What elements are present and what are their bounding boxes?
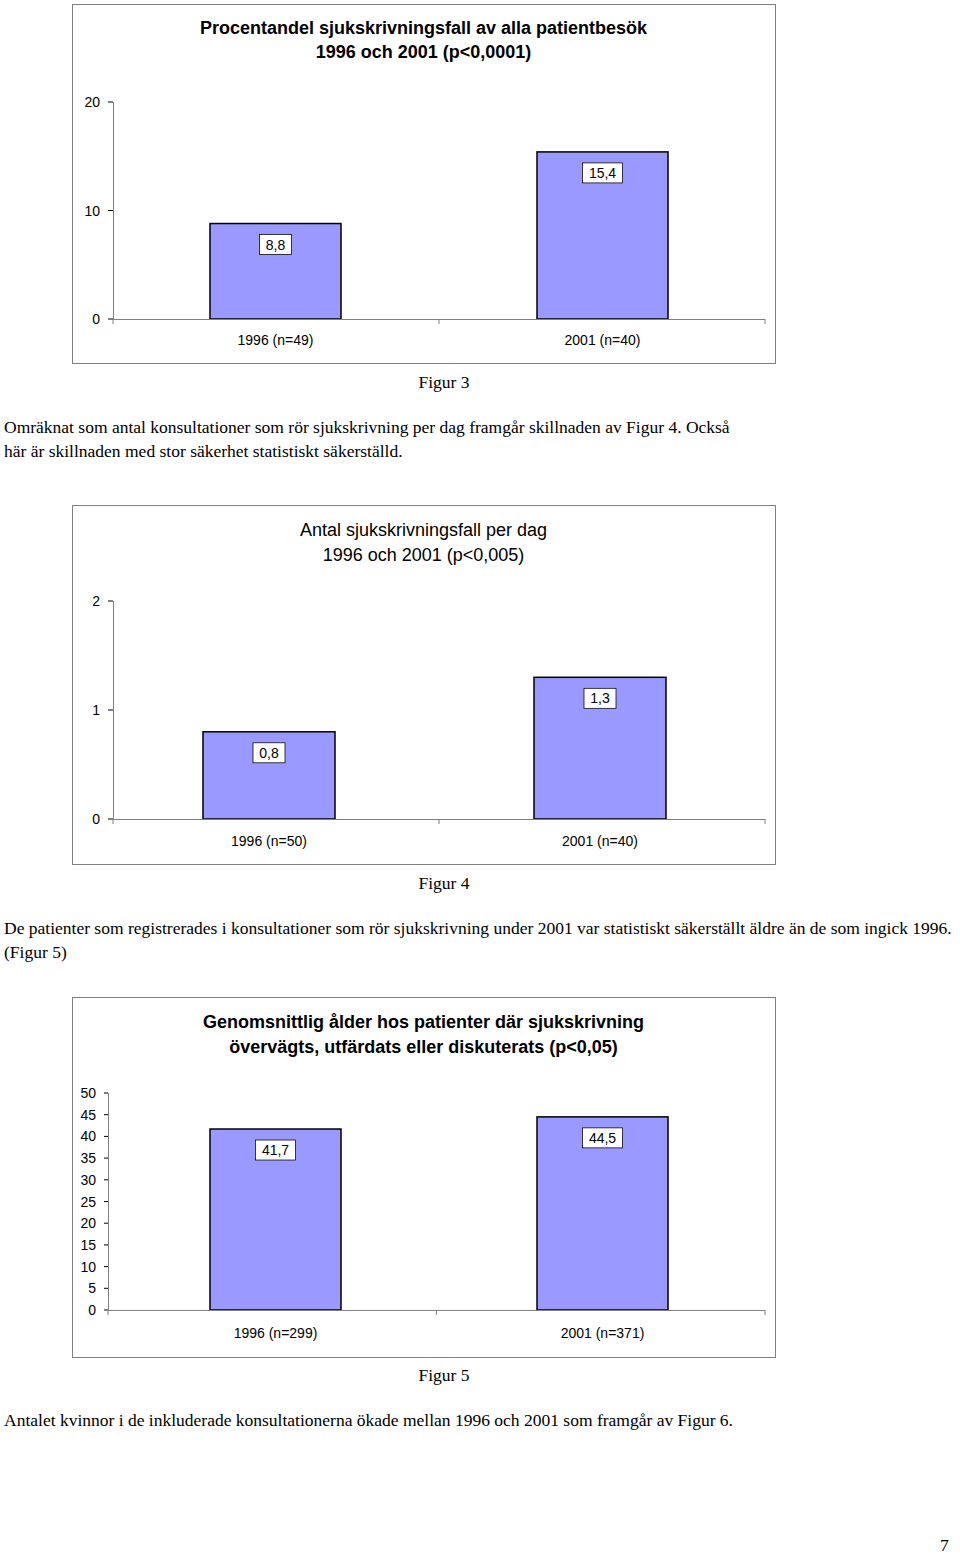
y-tick [104, 1093, 108, 1094]
y-tick [108, 819, 113, 820]
y-tick-label: 30 [80, 1172, 96, 1188]
y-tick-label: 10 [80, 1259, 96, 1275]
y-tick-label: 10 [84, 203, 100, 219]
y-axis [113, 601, 114, 819]
y-tick [104, 1244, 108, 1245]
page-charts: Procentandel sjukskrivningsfall av alla … [0, 0, 960, 1559]
y-tick [104, 1288, 108, 1289]
page-number: 7 [940, 1533, 949, 1557]
x-tick [113, 319, 114, 324]
bars [210, 1117, 668, 1310]
paragraph: Omräknat som antal konsultationer som rö… [4, 415, 749, 463]
bar [210, 1129, 341, 1310]
chart-subtitle: 1996 och 2001 (p<0,005) [323, 545, 525, 565]
data-label-box [253, 743, 285, 763]
y-tick [104, 1114, 108, 1115]
y-tick [104, 1310, 108, 1311]
data-label-box [583, 163, 623, 183]
x-tick-label: 2001 (n=40) [565, 332, 641, 348]
figure-caption: Figur 5 [344, 1365, 544, 1386]
data-label-box [584, 688, 616, 708]
x-tick [436, 1310, 437, 1315]
y-tick-label: 20 [84, 94, 100, 110]
y-tick [108, 210, 113, 211]
data-labels: 41,7 44,5 [256, 1128, 623, 1160]
y-tick-label: 20 [80, 1215, 96, 1231]
x-tick [765, 1310, 766, 1315]
data-label-box [256, 1140, 296, 1160]
y-tick-label: 45 [80, 1107, 96, 1123]
bar [203, 732, 335, 819]
x-tick [765, 319, 766, 324]
chart-title: Antal sjukskrivningsfall per dag [300, 520, 547, 540]
data-labels: 8,8 15,4 [260, 163, 623, 255]
y-tick-label: 40 [80, 1128, 96, 1144]
x-tick-label: 1996 (n=50) [231, 833, 307, 849]
bar [210, 224, 341, 319]
y-tick-label: 1 [92, 702, 100, 718]
chart-frame [73, 5, 776, 364]
data-label: 1,3 [590, 690, 610, 706]
paragraph: De patienter som registrerades i konsult… [4, 916, 956, 964]
y-tick-label: 5 [88, 1280, 96, 1296]
chart-title: Procentandel sjukskrivningsfall av alla … [200, 18, 648, 38]
y-tick-label: 2 [92, 593, 100, 609]
bars [203, 677, 666, 819]
data-label: 8,8 [266, 237, 286, 253]
x-tick [439, 819, 440, 824]
y-tick [104, 1158, 108, 1159]
figure-caption: Figur 4 [344, 873, 544, 894]
x-tick-label: 2001 (n=40) [562, 833, 638, 849]
data-labels: 0,8 1,3 [253, 688, 616, 763]
y-tick [108, 102, 113, 103]
bars [210, 152, 668, 319]
x-tick [439, 319, 440, 324]
y-tick [104, 1179, 108, 1180]
chart-frame [73, 998, 776, 1358]
y-tick-label: 15 [80, 1237, 96, 1253]
data-label: 41,7 [262, 1142, 289, 1158]
chart-frame [73, 506, 776, 865]
x-tick [765, 819, 766, 824]
y-tick-label: 0 [88, 1302, 96, 1318]
y-tick-label: 50 [80, 1085, 96, 1101]
data-label-box [260, 235, 292, 255]
y-tick [104, 1136, 108, 1137]
paragraph: Antalet kvinnor i de inkluderade konsult… [4, 1408, 956, 1432]
data-label: 44,5 [589, 1130, 616, 1146]
y-tick [108, 601, 113, 602]
y-tick-label: 0 [92, 811, 100, 827]
y-axis [108, 1093, 109, 1310]
y-tick [104, 1266, 108, 1267]
y-tick [104, 1223, 108, 1224]
y-axis [113, 102, 114, 319]
data-label: 0,8 [259, 745, 279, 761]
x-tick [108, 1310, 109, 1315]
y-tick-label: 35 [80, 1150, 96, 1166]
data-label-box [583, 1128, 623, 1148]
chart-title: Genomsnittlig ålder hos patienter där sj… [203, 1012, 644, 1032]
y-tick [108, 319, 113, 320]
figure-caption: Figur 3 [344, 372, 544, 393]
chart: Antal sjukskrivningsfall per dag 1996 och… [73, 506, 776, 865]
chart-subtitle: övervägts, utfärdats eller diskuterats (… [229, 1037, 618, 1057]
y-tick-label: 25 [80, 1194, 96, 1210]
bar [537, 152, 668, 319]
x-tick [113, 819, 114, 824]
chart-subtitle: 1996 och 2001 (p<0,0001) [316, 42, 532, 62]
bar [537, 1117, 668, 1310]
y-tick [108, 710, 113, 711]
y-tick [104, 1201, 108, 1202]
x-tick-label: 1996 (n=299) [234, 1325, 318, 1341]
data-label: 15,4 [589, 165, 616, 181]
chart: Genomsnittlig ålder hos patienter där sj… [73, 998, 776, 1358]
chart: Procentandel sjukskrivningsfall av alla … [73, 5, 776, 364]
y-tick-label: 0 [92, 311, 100, 327]
x-tick-label: 1996 (n=49) [238, 332, 314, 348]
x-tick-label: 2001 (n=371) [561, 1325, 645, 1341]
bar [534, 677, 666, 819]
